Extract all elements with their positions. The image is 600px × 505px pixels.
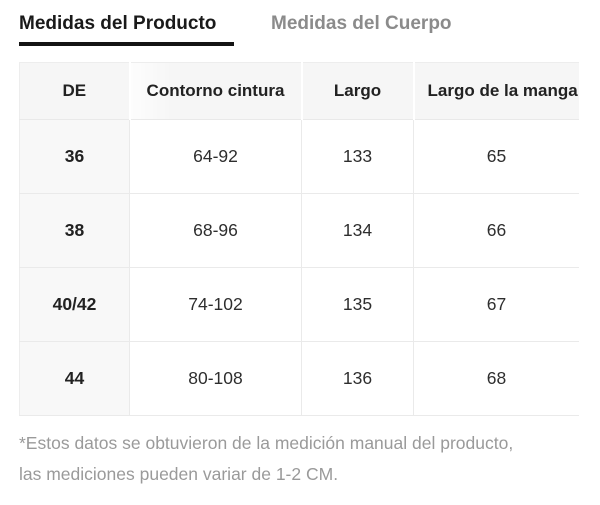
measurement-disclaimer: *Estos datos se obtuvieron de la medició… <box>19 428 580 490</box>
disclaimer-line-1: *Estos datos se obtuvieron de la medició… <box>19 433 514 453</box>
measurement-cell: 68-96 <box>129 193 302 268</box>
measurement-cell: 65 <box>413 119 579 194</box>
measurement-cell: 66 <box>413 193 579 268</box>
tab-medidas-del-producto[interactable]: Medidas del Producto <box>19 13 234 46</box>
column-header-contorno-cintura: Contorno cintura <box>129 62 303 120</box>
column-header-largo: Largo <box>301 62 415 120</box>
measurement-cell: 68 <box>413 341 579 416</box>
measurement-cell: 80-108 <box>129 341 302 416</box>
measurement-cell: 133 <box>301 119 414 194</box>
disclaimer-line-2: las mediciones pueden variar de 1-2 CM. <box>19 464 339 484</box>
measurement-cell: 135 <box>301 267 414 342</box>
tab-medidas-del-cuerpo[interactable]: Medidas del Cuerpo <box>271 13 452 34</box>
size-label-cell: 40/42 <box>19 267 130 342</box>
table-row: 44 80-108 136 68 <box>19 341 579 416</box>
measurement-cell: 136 <box>301 341 414 416</box>
size-table-scroll-area[interactable]: DE Contorno cintura Largo Largo de la ma… <box>19 62 579 416</box>
measurement-cell: 74-102 <box>129 267 302 342</box>
column-header-largo-de-la-manga: Largo de la manga <box>413 62 579 120</box>
column-header-de: DE <box>19 62 131 120</box>
table-row: 40/42 74-102 135 67 <box>19 267 579 342</box>
size-table: DE Contorno cintura Largo Largo de la ma… <box>19 62 579 416</box>
tab-bar: Medidas del Producto Medidas del Cuerpo <box>0 0 600 46</box>
size-label-cell: 36 <box>19 119 130 194</box>
measurement-cell: 67 <box>413 267 579 342</box>
measurement-cell: 134 <box>301 193 414 268</box>
table-header-row: DE Contorno cintura Largo Largo de la ma… <box>19 62 579 120</box>
table-row: 36 64-92 133 65 <box>19 119 579 194</box>
size-label-cell: 38 <box>19 193 130 268</box>
table-row: 38 68-96 134 66 <box>19 193 579 268</box>
measurement-cell: 64-92 <box>129 119 302 194</box>
size-label-cell: 44 <box>19 341 130 416</box>
